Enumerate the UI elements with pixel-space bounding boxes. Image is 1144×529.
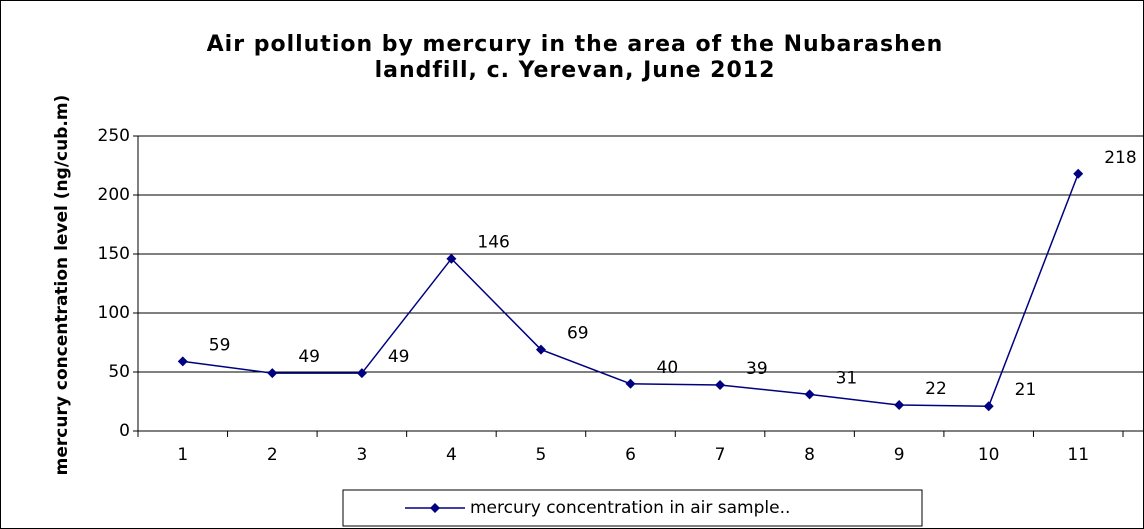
- data-point: [535, 344, 546, 355]
- data-label: 31: [836, 368, 858, 388]
- data-point: [446, 253, 457, 264]
- data-label: 69: [567, 324, 589, 344]
- x-tick-label: 7: [715, 445, 726, 465]
- data-label: 59: [209, 335, 231, 355]
- data-label: 218: [1104, 148, 1136, 168]
- y-axis-label: mercury concentration level (ng/cub.m): [52, 95, 72, 476]
- data-label: 22: [925, 379, 947, 399]
- y-tick-label: 250: [98, 126, 130, 146]
- y-tick-label: 100: [98, 303, 130, 323]
- x-tick-label: 4: [446, 445, 457, 465]
- data-point: [625, 378, 636, 389]
- x-tick-label: 8: [804, 445, 815, 465]
- x-tick-label: 9: [894, 445, 905, 465]
- data-point: [1073, 168, 1084, 179]
- data-label: 21: [1015, 380, 1037, 400]
- x-tick-label: 6: [625, 445, 636, 465]
- data-point: [356, 368, 367, 379]
- data-point: [267, 368, 278, 379]
- data-label: 49: [298, 347, 320, 367]
- y-tick-label: 150: [98, 244, 130, 264]
- y-tick-label: 200: [98, 185, 130, 205]
- x-tick-label: 1: [177, 445, 188, 465]
- legend-label: mercury concentration in air sample..: [470, 498, 790, 518]
- x-tick-label: 5: [536, 445, 547, 465]
- chart-title: landfill, c. Yerevan, June 2012: [375, 58, 776, 83]
- data-label: 49: [388, 347, 410, 367]
- data-point: [177, 356, 188, 367]
- data-label: 39: [746, 359, 768, 379]
- y-tick-label: 50: [108, 362, 130, 382]
- data-point: [894, 400, 905, 411]
- chart-title: Air pollution by mercury in the area of …: [207, 32, 944, 57]
- data-label: 40: [657, 358, 679, 378]
- x-tick-label: 11: [1067, 445, 1089, 465]
- x-tick-label: 10: [978, 445, 1000, 465]
- legend-marker: [430, 503, 440, 513]
- y-tick-label: 0: [119, 421, 130, 441]
- data-point: [715, 379, 726, 390]
- x-tick-label: 2: [267, 445, 278, 465]
- data-label: 146: [477, 233, 509, 253]
- x-tick-label: 3: [356, 445, 367, 465]
- data-point: [804, 389, 815, 400]
- data-point: [983, 401, 994, 412]
